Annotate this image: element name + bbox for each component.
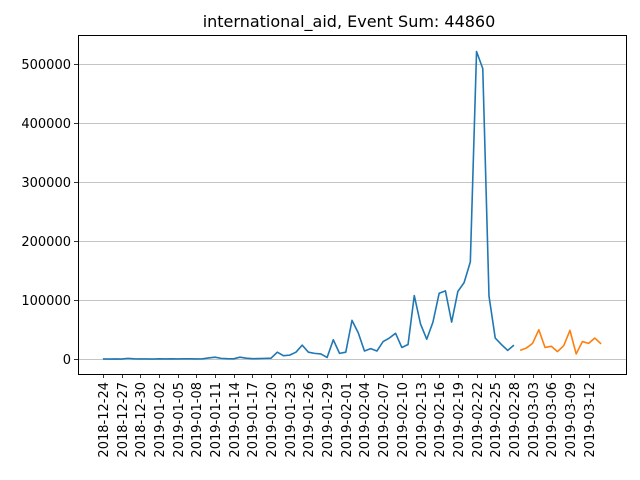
x-tick-label: 2018-12-27: [116, 382, 131, 458]
x-tick-label: 2019-02-22: [471, 382, 486, 458]
series-line-2: [519, 328, 602, 355]
x-tick-label: 2019-02-28: [508, 382, 523, 458]
x-tick-label: 2019-01-26: [302, 382, 317, 458]
y-tick-label: 100000: [21, 294, 71, 309]
x-tick-label: 2018-12-30: [134, 382, 149, 458]
y-tick-label: 200000: [21, 235, 71, 250]
x-tick-label: 2019-01-20: [265, 382, 280, 458]
x-tick-label: 2019-02-07: [377, 382, 392, 458]
x-tick-label: 2019-02-01: [340, 382, 355, 458]
grid-layer: [78, 64, 626, 360]
x-tick-label: 2019-01-02: [153, 382, 168, 458]
x-tick-label: 2019-03-03: [527, 382, 542, 458]
y-tick-label: 500000: [21, 58, 71, 73]
x-tick-label: 2019-02-25: [489, 382, 504, 458]
x-tick-label: 2019-01-23: [284, 382, 299, 458]
x-tick-label: 2019-02-10: [396, 382, 411, 458]
series-layer: [102, 50, 602, 360]
x-tick-label: 2019-01-14: [228, 382, 243, 458]
x-tick-label: 2019-03-09: [564, 382, 579, 458]
x-tick-label: 2019-02-04: [358, 382, 373, 458]
chart-title: international_aid, Event Sum: 44860: [203, 12, 496, 32]
x-tick-label: 2019-02-13: [415, 382, 430, 458]
x-tick-label: 2019-03-12: [583, 382, 598, 458]
x-tick-label: 2019-01-05: [172, 382, 187, 458]
x-tick-label: 2019-02-19: [452, 382, 467, 458]
x-tick-label: 2019-01-29: [321, 382, 336, 458]
y-tick-label: 300000: [21, 176, 71, 191]
series-line-1: [102, 50, 515, 360]
x-tick-label: 2019-01-11: [209, 382, 224, 458]
y-axis: 0 100000 200000 300000 400000 500000: [21, 58, 78, 368]
y-tick-label: 400000: [21, 117, 71, 132]
x-tick-label: 2019-02-16: [433, 382, 448, 458]
x-tick-label: 2019-01-17: [246, 382, 261, 458]
x-tick-label: 2019-01-08: [190, 382, 205, 458]
x-tick-label: 2018-12-24: [97, 382, 112, 458]
y-tick-label: 0: [63, 353, 71, 368]
x-axis: 2018-12-24 2018-12-27 2018-12-30 2019-01-02…: [97, 374, 598, 458]
plot-frame: [78, 35, 627, 375]
x-tick-label: 2019-03-06: [545, 382, 560, 458]
